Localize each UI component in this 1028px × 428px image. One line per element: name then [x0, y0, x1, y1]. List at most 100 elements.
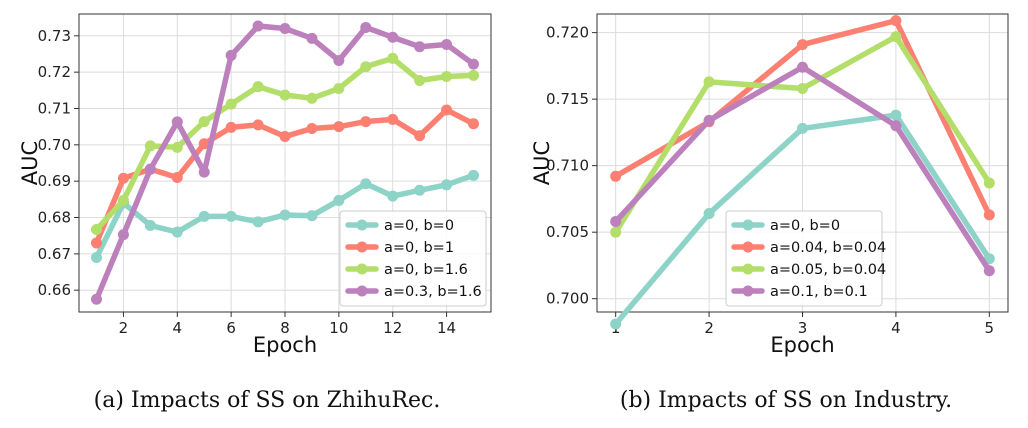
y-tick-label: 0.72 — [38, 63, 71, 81]
data-point — [91, 293, 103, 305]
data-point — [333, 121, 345, 133]
data-point — [387, 113, 399, 125]
data-point — [441, 71, 453, 83]
x-axis-ticks: 2 4 6 8 10 12 14 — [119, 312, 456, 337]
data-point — [610, 170, 622, 182]
series-0 — [610, 109, 995, 330]
data-point — [360, 116, 372, 128]
caption: (b) Impacts of SS on Industry. — [620, 388, 952, 413]
legend-item: a=0, b=0 — [731, 218, 840, 234]
data-point — [252, 20, 264, 32]
data-point — [171, 172, 183, 184]
data-point — [797, 83, 808, 94]
x-axis-label: Epoch — [770, 333, 834, 357]
y-tick-label: 0.715 — [546, 90, 589, 108]
data-point — [703, 76, 715, 88]
data-point — [441, 179, 453, 191]
legend-label: a=0, b=0 — [770, 218, 840, 234]
legend-item: a=0.05, b=0.04 — [731, 262, 886, 278]
y-tick-label: 0.710 — [546, 157, 589, 175]
data-point — [198, 210, 210, 222]
data-point — [279, 130, 291, 142]
legend-label: a=0.05, b=0.04 — [770, 262, 886, 278]
data-point — [610, 226, 622, 238]
data-point — [890, 31, 902, 43]
y-tick-label: 0.73 — [38, 27, 71, 45]
legend-item: a=0, b=1 — [345, 240, 454, 256]
data-point — [279, 23, 291, 35]
y-axis-label: AUC — [18, 141, 42, 185]
data-point — [306, 32, 318, 44]
data-point — [117, 229, 129, 241]
chart-panel-zhihurec: 2 4 6 8 10 12 14 0.660.670.680.690.700.710.720… — [18, 13, 492, 413]
y-tick-label: 0.705 — [546, 223, 589, 241]
data-point — [983, 265, 995, 277]
data-point — [414, 130, 426, 142]
data-point — [91, 251, 103, 263]
y-tick-label: 0.68 — [38, 209, 71, 227]
legend-box — [725, 210, 883, 307]
data-point — [441, 39, 453, 51]
data-point — [225, 121, 237, 133]
legend-item: a=0, b=0 — [345, 218, 454, 234]
series-3 — [91, 20, 479, 305]
data-point — [414, 41, 426, 53]
series-2 — [91, 52, 479, 236]
data-point — [610, 318, 622, 330]
x-tick-label: 12 — [383, 319, 402, 337]
data-point — [279, 89, 291, 101]
legend-item: a=0.1, b=0.1 — [731, 284, 868, 300]
x-tick-label: 3 — [798, 319, 808, 337]
data-point — [252, 81, 264, 93]
data-point — [441, 104, 453, 116]
legend-label: a=0.3, b=1.6 — [384, 284, 482, 300]
x-tick-label: 2 — [119, 319, 129, 337]
data-point — [171, 116, 183, 128]
data-point — [703, 114, 715, 126]
data-point — [333, 194, 345, 206]
data-point — [890, 109, 902, 121]
data-point — [467, 118, 479, 130]
data-point — [91, 224, 103, 236]
data-point — [144, 220, 156, 232]
data-point — [890, 15, 902, 27]
y-axis-ticks: 0.66 0.67 0.68 0.69 0.70 0.71 0.72 0.73 — [38, 27, 79, 299]
x-tick-label: 8 — [280, 319, 290, 337]
x-tick-label: 6 — [226, 319, 236, 337]
x-tick-label: 14 — [437, 319, 456, 337]
data-point — [387, 190, 399, 202]
data-point — [387, 31, 399, 43]
y-tick-label: 0.720 — [546, 24, 589, 42]
data-point — [333, 55, 345, 67]
y-axis-ticks: 0.700 0.705 0.710 0.715 0.720 — [546, 24, 597, 308]
data-point — [225, 210, 237, 222]
series-3 — [610, 61, 995, 277]
data-point — [117, 194, 129, 206]
data-point — [91, 237, 103, 249]
data-point — [703, 208, 715, 220]
data-point — [360, 21, 372, 33]
legend-swatch-marker — [356, 219, 368, 231]
data-point — [279, 209, 291, 221]
series-layer — [91, 20, 479, 305]
data-point — [144, 163, 156, 175]
data-point — [983, 177, 995, 189]
data-point — [797, 39, 808, 51]
data-point — [360, 61, 372, 73]
data-point — [198, 166, 210, 178]
y-tick-label: 0.67 — [38, 245, 71, 263]
legend: a=0, b=0 a=0.04, b=0.04 a=0.05, b=0.04 a=0.… — [725, 210, 886, 307]
legend-box — [339, 210, 487, 307]
x-tick-label: 2 — [704, 319, 714, 337]
y-tick-label: 0.66 — [38, 281, 71, 299]
y-tick-label: 0.70 — [38, 136, 71, 154]
data-point — [144, 140, 156, 152]
data-point — [414, 75, 426, 87]
data-point — [467, 69, 479, 81]
data-point — [306, 122, 318, 134]
legend-swatch-marker — [742, 219, 754, 231]
legend-swatch-marker — [356, 285, 368, 297]
legend-label: a=0.04, b=0.04 — [770, 240, 886, 256]
data-point — [797, 61, 808, 73]
